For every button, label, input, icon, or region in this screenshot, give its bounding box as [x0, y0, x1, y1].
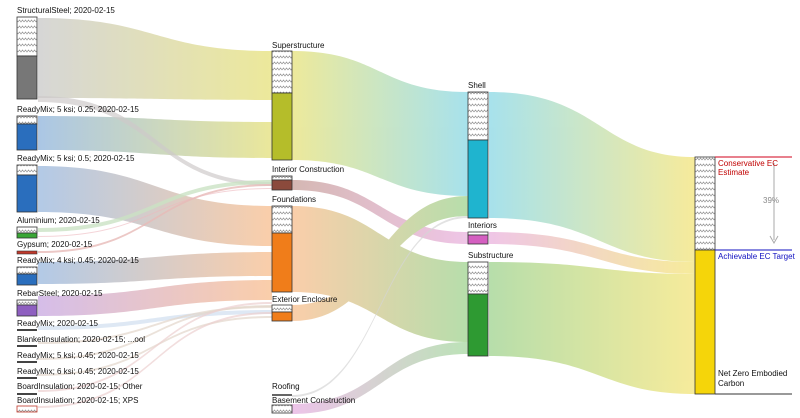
node-rebar-steel[interactable] — [16, 299, 38, 317]
label-gypsum: Gypsum; 2020-02-15 — [17, 240, 93, 249]
link-interior-interiors — [292, 180, 468, 244]
links-level-1 — [38, 18, 272, 408]
label-achievable: Achievable EC Target — [718, 252, 796, 261]
links-level-2 — [292, 51, 468, 414]
node-shell[interactable] — [467, 91, 489, 219]
link-foundations-substructure — [292, 206, 468, 342]
node-blanket-insulation[interactable] — [17, 345, 37, 347]
label-interior-construction: Interior Construction — [272, 165, 344, 174]
links-level-3 — [489, 92, 695, 394]
label-readymix-4ksi: ReadyMix; 4 ksi; 0.45; 2020-02-15 — [17, 256, 139, 265]
label-basement-construction: Basement Construction — [272, 396, 355, 405]
label-interiors: Interiors — [468, 221, 497, 230]
node-substructure[interactable] — [467, 261, 489, 357]
label-net-zero-1: Net Zero Embodied — [718, 369, 787, 378]
link-rebar-foundations — [38, 280, 272, 316]
label-shell: Shell — [468, 81, 486, 90]
link-superstructure-shell — [292, 51, 468, 196]
source-nodes — [16, 16, 38, 413]
node-superstructure[interactable] — [271, 50, 293, 161]
node-board-xps[interactable] — [16, 405, 38, 413]
label-foundations: Foundations — [272, 195, 316, 204]
node-exterior-enclosure[interactable] — [271, 304, 293, 322]
group-labels: Shell Interiors Substructure — [468, 81, 514, 260]
node-readymix[interactable] — [17, 329, 37, 331]
node-interiors[interactable] — [467, 231, 489, 245]
link-exterior-shell — [292, 196, 468, 321]
node-readymix-6ksi[interactable] — [17, 377, 37, 379]
label-rebar-steel: RebarSteel; 2020-02-15 — [17, 289, 103, 298]
node-structural-steel[interactable] — [16, 16, 38, 100]
assembly-nodes — [271, 50, 293, 414]
node-aluminium[interactable] — [16, 226, 38, 239]
group-nodes — [467, 91, 489, 357]
label-structural-steel: StructuralSteel; 2020-02-15 — [17, 6, 115, 15]
label-superstructure: Superstructure — [272, 41, 325, 50]
link-readymix5-exterior — [38, 305, 272, 360]
label-roofing: Roofing — [272, 382, 300, 391]
link-boardother-exterior — [38, 302, 272, 392]
node-foundations[interactable] — [271, 205, 293, 293]
node-gypsum[interactable] — [16, 250, 38, 255]
node-readymix-4ksi[interactable] — [16, 266, 38, 286]
link-steel-interior — [38, 96, 272, 186]
label-readymix-6ksi: ReadyMix; 6 ksi; 0.45; 2020-02-15 — [17, 367, 139, 376]
label-reduction: 39% — [763, 196, 779, 205]
link-interiors-target — [489, 232, 695, 274]
node-board-other[interactable] — [17, 393, 37, 395]
label-substructure: Substructure — [468, 251, 514, 260]
node-interior-construction[interactable] — [271, 175, 293, 191]
label-readymix: ReadyMix; 2020-02-15 — [17, 319, 98, 328]
node-readymix-5ksi-025[interactable] — [16, 115, 38, 151]
label-readymix-5ksi-05: ReadyMix; 5 ksi; 0.5; 2020-02-15 — [17, 154, 135, 163]
link-basement-substructure — [292, 342, 468, 414]
link-substructure-target — [489, 262, 695, 394]
label-conservative-1: Conservative EC — [718, 159, 778, 168]
target-labels: Conservative EC Estimate Achievable EC T… — [718, 159, 796, 388]
label-exterior-enclosure: Exterior Enclosure — [272, 295, 338, 304]
link-readymix-exterior — [38, 310, 272, 330]
node-readymix-5ksi-045[interactable] — [17, 361, 37, 363]
node-roofing[interactable] — [272, 394, 292, 396]
link-gypsum-interior — [38, 184, 272, 253]
source-labels: StructuralSteel; 2020-02-15 ReadyMix; 5 … — [17, 6, 145, 405]
label-net-zero-2: Carbon — [718, 379, 744, 388]
node-readymix-5ksi-05[interactable] — [16, 164, 38, 213]
label-readymix-5ksi-045: ReadyMix; 5 ksi; 0.45; 2020-02-15 — [17, 351, 139, 360]
assembly-labels: Superstructure Interior Construction Fou… — [272, 41, 355, 405]
link-aluminium-interior-thin — [38, 188, 272, 237]
link-boardxps-exterior — [38, 312, 272, 408]
link-roofing-shell — [292, 216, 468, 397]
link-steel-superstructure — [38, 18, 272, 100]
link-blanket-exterior — [38, 306, 272, 344]
link-readymix4-foundations — [38, 252, 272, 284]
label-conservative-2: Estimate — [718, 168, 750, 177]
link-readymix025-superstructure — [38, 116, 272, 158]
link-aluminium-interior — [38, 180, 272, 232]
label-board-xps: BoardInsulation; 2020-02-15; XPS — [17, 396, 138, 405]
label-aluminium: Aluminium; 2020-02-15 — [17, 216, 100, 225]
target-node[interactable] — [694, 156, 716, 395]
label-board-other: BoardInsulation; 2020-02-15; Other — [17, 382, 143, 391]
reduction-arrow — [769, 163, 779, 245]
node-basement-construction[interactable] — [271, 404, 293, 414]
label-blanket-insulation: BlanketInsulation; 2020-02-15; ...ool — [17, 335, 145, 344]
label-readymix-5ksi-025: ReadyMix; 5 ksi; 0.25; 2020-02-15 — [17, 105, 139, 114]
link-shell-target — [489, 92, 695, 262]
